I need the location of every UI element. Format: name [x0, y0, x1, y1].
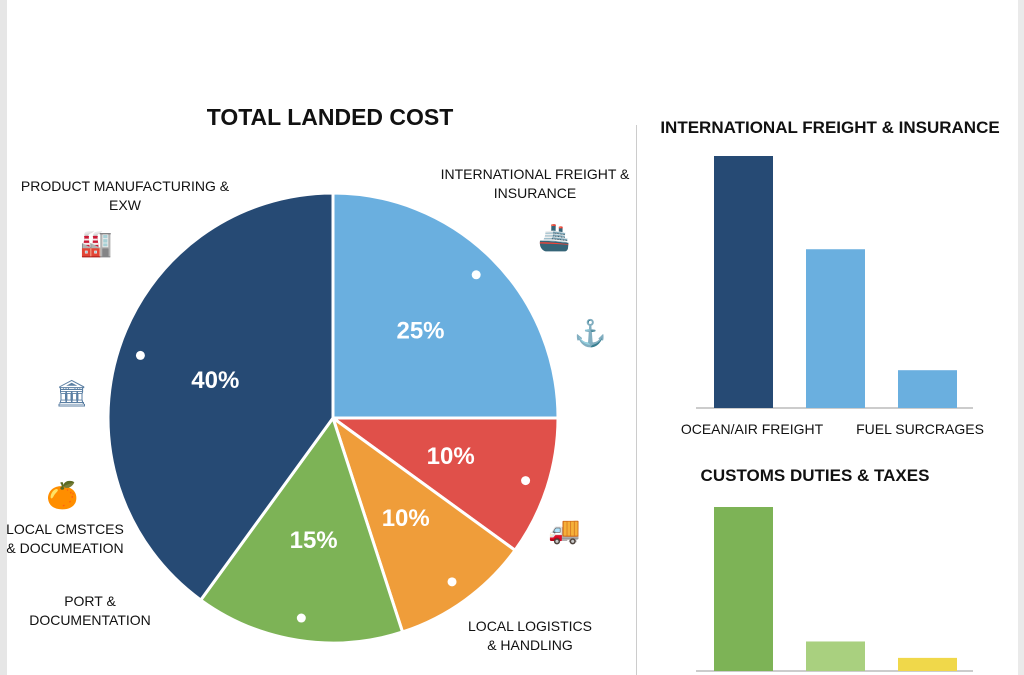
pie-value-label: 15%	[290, 527, 338, 554]
truck-icon: 🚚	[548, 515, 581, 545]
pie-slice	[330, 414, 518, 634]
anchor-icon: ⚓	[574, 318, 607, 348]
label-manufacturing: PRODUCT MANUFACTURING & EXW	[20, 178, 230, 213]
pie-value-label: 40%	[191, 367, 239, 394]
pie-value-label: 25%	[396, 317, 444, 344]
fruit-icon: 🍊	[46, 480, 79, 510]
freight-chart-bar	[714, 156, 773, 408]
pie-leader-dot	[471, 270, 481, 280]
customs-chart-bar	[898, 657, 957, 671]
pie-title: TOTAL LANDED COST	[206, 104, 454, 130]
divider	[636, 125, 637, 675]
bank-icon: 🏛	[55, 378, 89, 408]
left-border	[0, 0, 7, 675]
pie-slice	[328, 416, 560, 553]
ship-icon: 🚢	[538, 222, 571, 252]
customs-chart-bar	[714, 507, 773, 671]
pie-slice	[198, 414, 405, 645]
pie-leader-dot	[135, 350, 145, 360]
pie-slice	[331, 191, 560, 420]
label-port: PORT & DOCUMENTATION	[29, 593, 151, 628]
freight-chart-bar	[898, 370, 957, 408]
label-logistics: LOCAL LOGISTICS & HANDLING	[468, 618, 592, 653]
pie-leader-dot	[447, 577, 457, 587]
label-freight: INTERNATIONAL FREIGHT & INSURANCE	[440, 166, 630, 201]
pie-leader-dot	[296, 613, 306, 623]
label-local-cmstces: LOCAL CMSTCES & DOCUMEATION	[6, 521, 124, 556]
bar2-title: CUSTOMS DUTIES & TAXES	[700, 466, 930, 485]
pie-value-label: 10%	[382, 505, 430, 532]
pie-slice	[106, 191, 335, 603]
pie-leader-dot	[521, 476, 531, 486]
bar1-title: INTERNATIONAL FREIGHT & INSURANCE	[660, 118, 1000, 137]
bar1-cat-2: FUEL SURCRAGES	[856, 421, 984, 437]
customs-chart-bar	[806, 641, 865, 671]
pie-value-label: 10%	[427, 443, 475, 470]
factory-icon: 🏭	[80, 228, 113, 258]
bar1-cat-0: OCEAN/AIR FREIGHT	[680, 421, 824, 437]
freight-chart-bar	[806, 249, 865, 408]
right-scrollbar[interactable]	[1018, 0, 1024, 675]
